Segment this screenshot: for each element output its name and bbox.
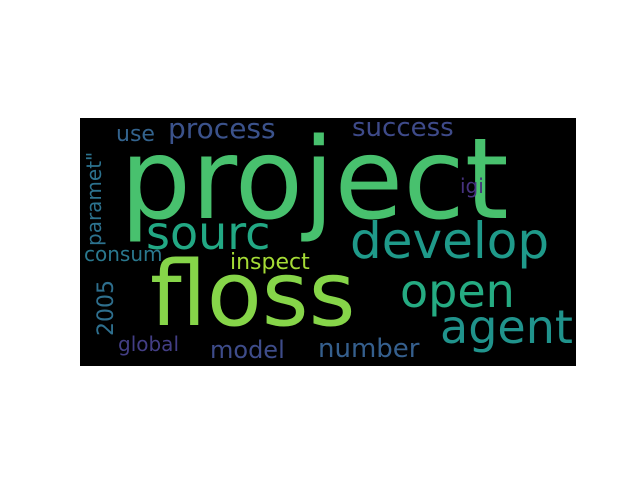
word-agent: agent bbox=[440, 300, 573, 354]
word-process: process bbox=[168, 118, 276, 145]
word-igi: igi bbox=[460, 174, 484, 198]
word-open: open bbox=[400, 264, 515, 318]
word-develop: develop bbox=[350, 212, 550, 270]
word-success: success bbox=[352, 118, 454, 143]
word-floss: floss bbox=[150, 242, 356, 347]
word-inspect: inspect bbox=[230, 250, 310, 275]
word-number: number bbox=[318, 334, 420, 364]
word-sourc: sourc bbox=[146, 206, 271, 260]
word-2005: 2005 bbox=[94, 280, 119, 336]
word-paramet: paramet" bbox=[82, 151, 106, 246]
word-global: global bbox=[118, 332, 179, 356]
word-consum: consum bbox=[84, 242, 163, 266]
word-cloud: project floss develop open agent sourc p… bbox=[80, 118, 576, 366]
word-project: project bbox=[120, 118, 509, 245]
word-model: model bbox=[210, 336, 285, 364]
word-use: use bbox=[116, 122, 155, 147]
